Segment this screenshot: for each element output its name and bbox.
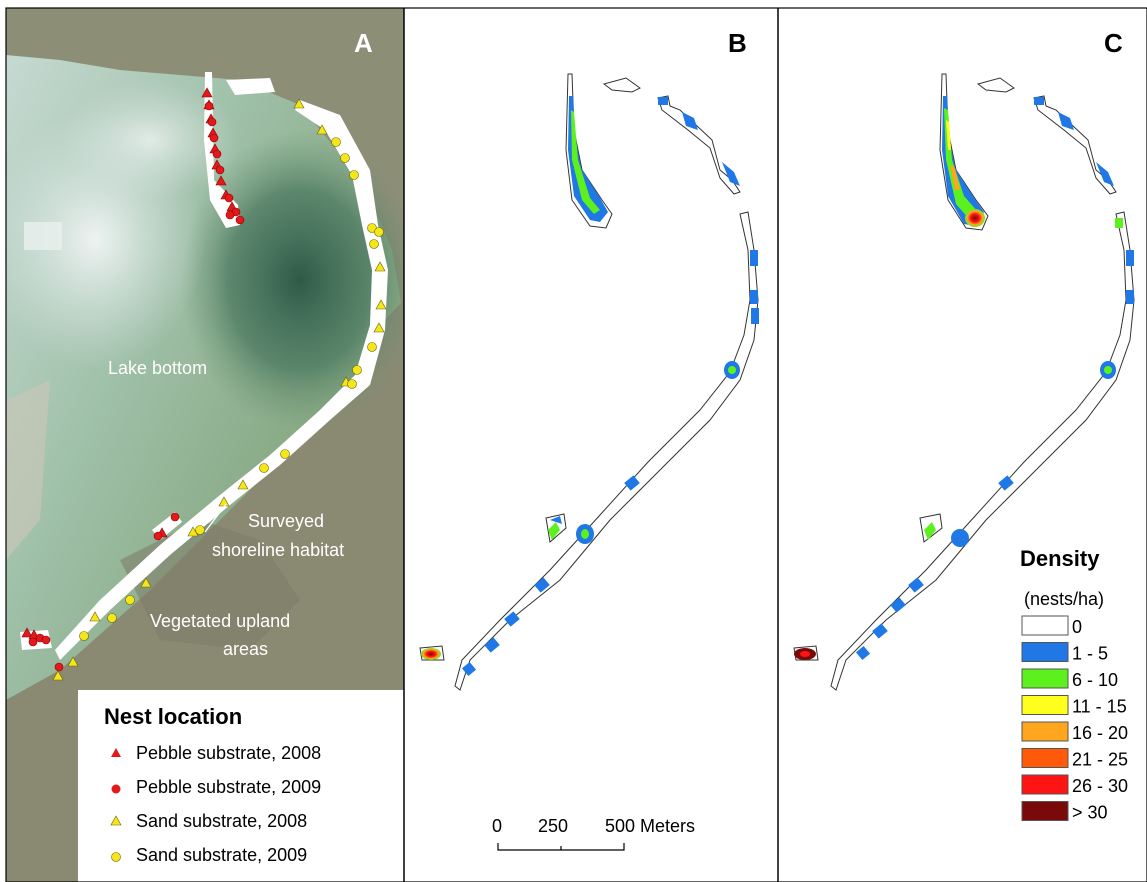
west-shore (6, 380, 50, 560)
panel-b-letter: B (728, 28, 747, 58)
density-swatch (1021, 642, 1069, 662)
legend-symbol-pebble-2008 (111, 748, 121, 757)
density-swatch (1021, 801, 1069, 821)
density-class-label: 6 - 10 (1072, 670, 1118, 690)
north-spit (204, 72, 240, 228)
figure-frame (5, 7, 1147, 882)
legend-label-pebble-2009: Pebble substrate, 2009 (136, 777, 321, 797)
panel-b-outlines (419, 73, 759, 691)
scale-tick-0: 0 (492, 816, 502, 836)
density-class-label: 16 - 20 (1072, 723, 1128, 743)
panel-b: B (419, 28, 759, 851)
panel-c-density (794, 96, 1134, 661)
surveyed-label-line1: Surveyed (248, 511, 324, 531)
scale-tick-500: 500 Meters (605, 816, 695, 836)
density-swatch (1021, 721, 1069, 742)
density-swatch (1021, 748, 1069, 768)
lake-bottom-label: Lake bottom (108, 358, 207, 378)
nest-legend-title: Nest location (104, 704, 242, 729)
legend-symbol-sand-2008 (110, 815, 122, 826)
salt-pond (24, 222, 62, 250)
nest-legend-box (78, 690, 404, 882)
upland-label-line2: areas (223, 639, 268, 659)
annotation-pointer (204, 503, 227, 533)
density-class-label: > 30 (1072, 803, 1108, 823)
legend-label-sand-2008: Sand substrate, 2008 (136, 811, 307, 831)
upland-north (6, 8, 404, 320)
density-class-label: 1 - 5 (1072, 644, 1108, 664)
legend-label-sand-2009: Sand substrate, 2009 (136, 845, 307, 865)
surveyed-shoreline-habitat (55, 100, 388, 660)
nests-sand-2009 (79, 137, 384, 641)
density-swatch (1021, 615, 1069, 636)
scale-tick-250: 250 (538, 816, 568, 836)
density-swatch (1021, 774, 1069, 795)
density-class-label: 21 - 25 (1072, 750, 1128, 770)
nests-pebble-2009 (28, 101, 245, 672)
north-islet (226, 78, 275, 95)
surveyed-label-line2: shoreline habitat (212, 540, 344, 560)
density-class-label: 0 (1072, 617, 1082, 637)
legend-symbol-pebble-2009 (111, 784, 121, 794)
panel-c-letter: C (1104, 28, 1123, 58)
salt-flat-north (60, 80, 240, 200)
upland-label-line1: Vegetated upland (150, 611, 290, 631)
density-legend-unit: (nests/ha) (1024, 589, 1104, 609)
scale-bar: 0 250 500 Meters (492, 816, 695, 851)
nest-legend: Nest location Pebble substrate, 2008 Peb… (78, 690, 404, 882)
panel-a: Lake bottom Surveyed shoreline habitat V… (6, 8, 404, 882)
legend-symbol-sand-2009 (111, 852, 121, 862)
panel-a-letter: A (354, 28, 373, 58)
panel-c: C (793, 28, 1135, 823)
density-swatch (1021, 668, 1069, 689)
density-legend-classes: 0 1 - 5 6 - 10 11 - 15 16 - 20 21 - 25 26 - 30… (1021, 615, 1128, 823)
density-class-label: 11 - 15 (1072, 697, 1127, 717)
density-legend: Density (nests/ha) 0 1 - 5 6 - 10 11 - 15 16… (1020, 546, 1128, 823)
density-swatch (1021, 695, 1069, 715)
legend-label-pebble-2008: Pebble substrate, 2008 (136, 743, 321, 763)
density-legend-title: Density (1020, 546, 1100, 571)
panel-b-density (421, 96, 759, 677)
density-class-label: 26 - 30 (1072, 776, 1128, 796)
